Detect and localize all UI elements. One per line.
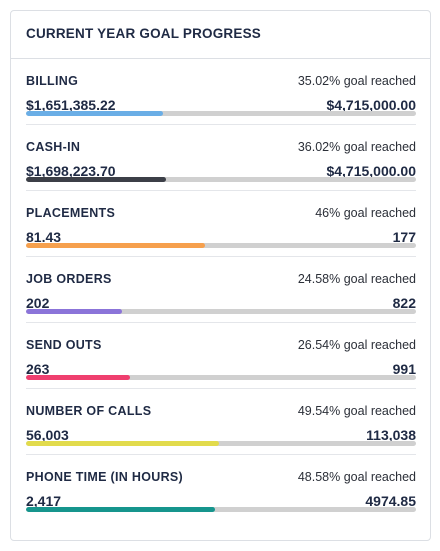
goal-item-number-of-calls: NUMBER OF CALLS 49.54% goal reached 56,0… <box>26 397 416 455</box>
goal-progress-card: CURRENT YEAR GOAL PROGRESS BILLING 35.02… <box>10 10 431 541</box>
metric-name: SEND OUTS <box>26 338 102 352</box>
goal-item-phone-time-in-hours: PHONE TIME (IN HOURS) 48.58% goal reache… <box>26 463 416 520</box>
goal-percentage: 48.58% goal reached <box>297 470 416 484</box>
progress-fill <box>26 309 122 314</box>
current-value: 202 <box>26 295 50 311</box>
metric-name: PLACEMENTS <box>26 206 116 220</box>
target-value: 822 <box>392 295 416 311</box>
progress-fill <box>26 375 130 380</box>
metric-name: NUMBER OF CALLS <box>26 404 152 418</box>
goal-item-cash-in: CASH-IN 36.02% goal reached $1,698,223.7… <box>26 133 416 191</box>
target-value: $4,715,000.00 <box>326 163 416 179</box>
goal-item-job-orders: JOB ORDERS 24.58% goal reached 202 822 <box>26 265 416 323</box>
progress-track <box>26 177 416 182</box>
goal-percentage: 26.54% goal reached <box>297 338 416 352</box>
progress-fill <box>26 177 167 182</box>
goal-percentage: 36.02% goal reached <box>297 140 416 154</box>
current-value: 2,417 <box>26 493 62 509</box>
progress-fill <box>26 111 163 116</box>
metric-name: JOB ORDERS <box>26 272 112 286</box>
progress-fill <box>26 507 216 512</box>
target-value: 4974.85 <box>365 493 416 509</box>
progress-track <box>26 507 416 512</box>
current-value: 56,003 <box>26 427 69 443</box>
current-value: $1,698,223.70 <box>26 163 116 179</box>
progress-track <box>26 441 416 446</box>
card-title: CURRENT YEAR GOAL PROGRESS <box>11 11 430 59</box>
progress-fill <box>26 243 206 248</box>
metric-name: PHONE TIME (IN HOURS) <box>26 470 183 484</box>
metric-name: BILLING <box>26 74 79 88</box>
current-value: $1,651,385.22 <box>26 97 116 113</box>
progress-track <box>26 375 416 380</box>
progress-fill <box>26 441 220 446</box>
progress-track <box>26 111 416 116</box>
target-value: 991 <box>392 361 416 377</box>
progress-track <box>26 309 416 314</box>
goal-percentage: 49.54% goal reached <box>297 404 416 418</box>
target-value: 113,038 <box>366 427 416 443</box>
progress-track <box>26 243 416 248</box>
goal-list: BILLING 35.02% goal reached $1,651,385.2… <box>11 59 430 520</box>
goal-item-billing: BILLING 35.02% goal reached $1,651,385.2… <box>26 67 416 125</box>
target-value: $4,715,000.00 <box>326 97 416 113</box>
goal-percentage: 24.58% goal reached <box>297 272 416 286</box>
goal-item-send-outs: SEND OUTS 26.54% goal reached 263 991 <box>26 331 416 389</box>
metric-name: CASH-IN <box>26 140 81 154</box>
goal-item-placements: PLACEMENTS 46% goal reached 81.43 177 <box>26 199 416 257</box>
goal-percentage: 35.02% goal reached <box>297 74 416 88</box>
target-value: 177 <box>392 229 416 245</box>
current-value: 81.43 <box>26 229 62 245</box>
current-value: 263 <box>26 361 50 377</box>
goal-percentage: 46% goal reached <box>315 206 416 220</box>
